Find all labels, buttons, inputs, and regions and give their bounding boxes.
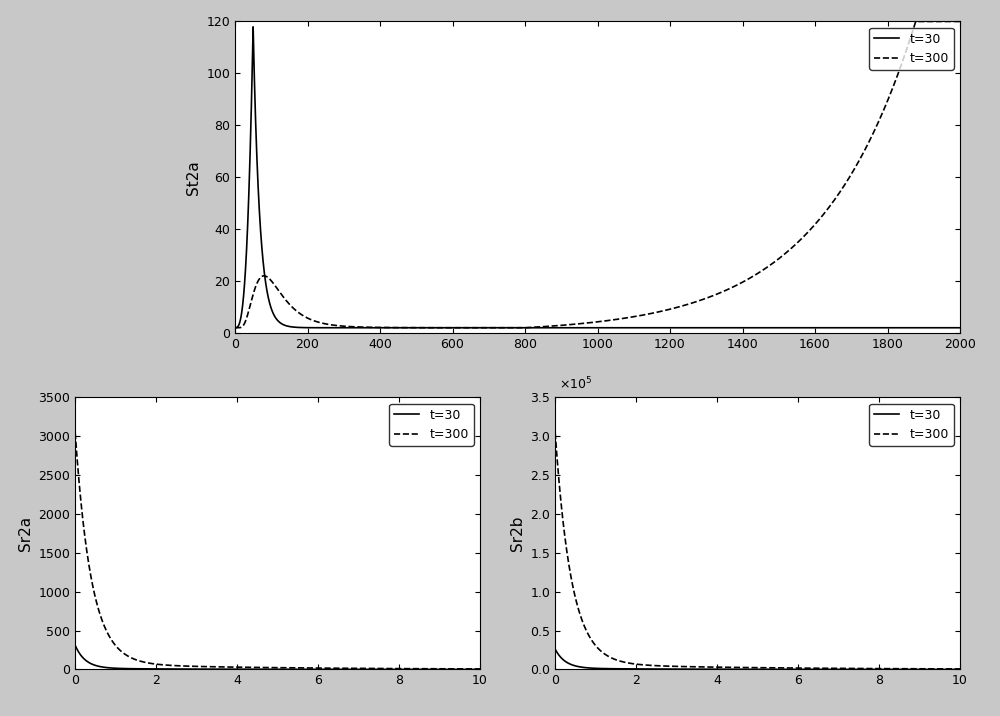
t=30 <box>572 324 584 332</box>
Line: t=30: t=30 <box>75 645 480 669</box>
t=300 <box>551 453 563 462</box>
Text: $\times10^5$: $\times10^5$ <box>559 376 592 392</box>
t=300 <box>573 608 585 616</box>
t=300 <box>572 319 584 328</box>
t=300 <box>71 453 83 462</box>
Line: t=300: t=300 <box>75 433 480 669</box>
t=30 <box>69 641 81 649</box>
t=300 <box>933 664 945 673</box>
t=300 <box>910 17 922 26</box>
t=30 <box>453 665 465 674</box>
t=300 <box>748 271 760 280</box>
t=300 <box>566 578 578 586</box>
t=300 <box>474 664 486 673</box>
t=30 <box>71 645 83 654</box>
t=300 <box>954 664 966 673</box>
t=30 <box>907 324 919 332</box>
t=300 <box>747 663 759 672</box>
t=30 <box>410 324 422 332</box>
t=300 <box>549 429 561 437</box>
t=300 <box>694 296 706 304</box>
t=300 <box>69 429 81 437</box>
Line: t=30: t=30 <box>555 649 960 669</box>
t=30 <box>747 665 759 674</box>
t=30 <box>629 664 641 673</box>
t=30 <box>933 665 945 674</box>
t=30 <box>954 324 966 332</box>
t=30 <box>247 22 259 31</box>
Line: t=30: t=30 <box>235 26 960 328</box>
t=30 <box>954 665 966 674</box>
Legend: t=30, t=300: t=30, t=300 <box>869 28 954 70</box>
Legend: t=30, t=300: t=30, t=300 <box>869 404 954 446</box>
Y-axis label: Sr2b: Sr2b <box>510 516 525 551</box>
t=30 <box>516 324 528 332</box>
t=30 <box>86 660 98 669</box>
Line: t=300: t=300 <box>555 433 960 669</box>
t=300 <box>954 17 966 26</box>
t=300 <box>93 608 105 616</box>
t=300 <box>410 324 422 332</box>
t=300 <box>453 664 465 673</box>
t=300 <box>267 663 279 672</box>
t=30 <box>573 662 585 671</box>
t=300 <box>86 578 98 586</box>
t=300 <box>907 25 919 34</box>
t=300 <box>629 659 641 668</box>
t=30 <box>551 648 563 657</box>
t=30 <box>549 645 561 654</box>
t=300 <box>149 659 161 668</box>
Legend: t=30, t=300: t=30, t=300 <box>389 404 474 446</box>
Y-axis label: Sr2a: Sr2a <box>18 516 33 551</box>
Y-axis label: St2a: St2a <box>186 160 201 195</box>
t=30 <box>93 662 105 671</box>
t=30 <box>668 324 680 332</box>
Line: t=300: t=300 <box>235 21 960 328</box>
t=30 <box>149 664 161 673</box>
t=30 <box>229 324 241 332</box>
t=30 <box>474 665 486 674</box>
t=300 <box>668 304 680 313</box>
t=30 <box>267 665 279 674</box>
t=30 <box>566 661 578 669</box>
t=300 <box>229 324 241 332</box>
t=30 <box>695 324 707 332</box>
t=30 <box>748 324 760 332</box>
